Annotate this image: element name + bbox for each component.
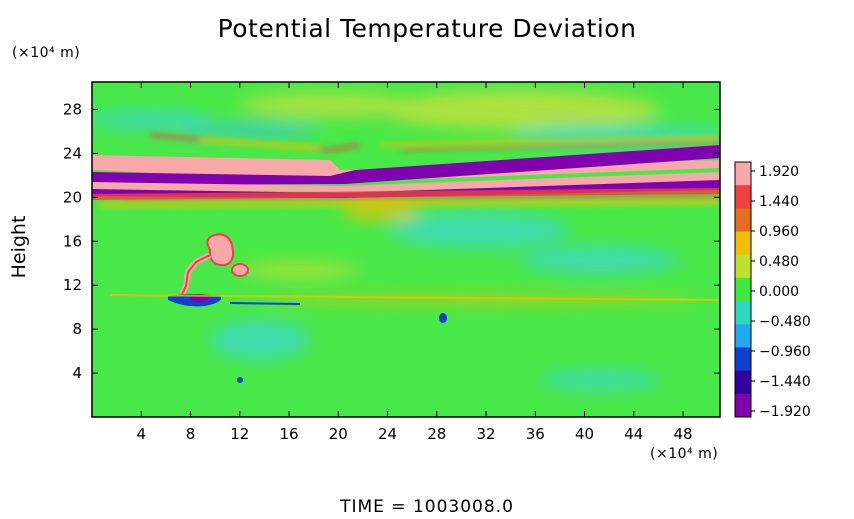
x-tick-label: 32: [476, 425, 495, 443]
x-tick-label: 4: [136, 425, 146, 443]
colorbar-swatch: [735, 393, 751, 418]
colorbar-label: 0.960: [759, 224, 799, 240]
y-tick-label: 20: [63, 188, 82, 206]
colorbar-swatch: [735, 324, 751, 348]
colorbar-label: 0.480: [759, 254, 799, 270]
y-tick-label: 8: [72, 320, 82, 338]
x-tick-label: 24: [378, 425, 397, 443]
x-tick-label: 44: [624, 425, 643, 443]
y-tick-label: 4: [72, 364, 82, 382]
x-tick-label: 12: [230, 425, 249, 443]
wave-streaks: [99, 133, 720, 207]
x-tick-label: 20: [329, 425, 348, 443]
x-axis-ticks: 4 8 12 16 20 24 28 32 36 40 44 48: [136, 82, 693, 443]
band-edge: [92, 188, 720, 200]
heatmap-field: [92, 82, 720, 417]
y-tick-label: 24: [63, 144, 82, 162]
colorbar: 1.920 1.440 0.960 0.480 0.000 −0.480 −0.960 −1.…: [734, 161, 811, 420]
y-tick-label: 16: [63, 232, 82, 250]
band-upper-negative: [92, 145, 720, 185]
y-tick-label: 12: [63, 276, 82, 294]
x-tick-label: 48: [674, 425, 693, 443]
colorbar-label: −1.920: [759, 404, 811, 420]
colorbar-label: 1.440: [759, 194, 799, 210]
y-tick-label: 28: [63, 100, 82, 118]
colorbar-swatch: [735, 162, 751, 186]
colorbar-swatch: [735, 347, 751, 372]
colorbar-label: 1.920: [759, 164, 799, 180]
colorbar-swatch: [735, 208, 751, 233]
x-tick-label: 8: [186, 425, 196, 443]
colorbar-label: 0.000: [759, 284, 799, 300]
colorbar-swatch: [735, 254, 751, 279]
x-tick-label: 16: [279, 425, 298, 443]
colorbar-label: −0.960: [759, 344, 811, 360]
x-tick-label: 28: [427, 425, 446, 443]
convective-cell: [109, 233, 720, 383]
colorbar-label: −1.440: [759, 374, 811, 390]
colorbar-frame: [734, 161, 752, 418]
x-axis-unit: (×10⁴ m): [650, 446, 719, 462]
time-label: TIME = 1003008.0: [340, 497, 514, 517]
colorbar-swatch: [735, 301, 751, 325]
colorbar-swatch: [735, 231, 751, 256]
y-axis-unit: (×10⁴ m): [12, 45, 81, 61]
plot-frame: [91, 81, 721, 418]
colorbar-label: −0.480: [759, 314, 811, 330]
chart-title: Potential Temperature Deviation: [217, 14, 637, 43]
colorbar-swatch: [735, 370, 751, 395]
band-mid-positive: [92, 172, 720, 192]
x-tick-label: 40: [575, 425, 594, 443]
y-axis-ticks: 4 8 12 16 20 24 28: [63, 100, 720, 382]
x-tick-label: 36: [526, 425, 545, 443]
colorbar-swatch: [735, 277, 751, 302]
colorbar-swatch: [735, 185, 751, 209]
